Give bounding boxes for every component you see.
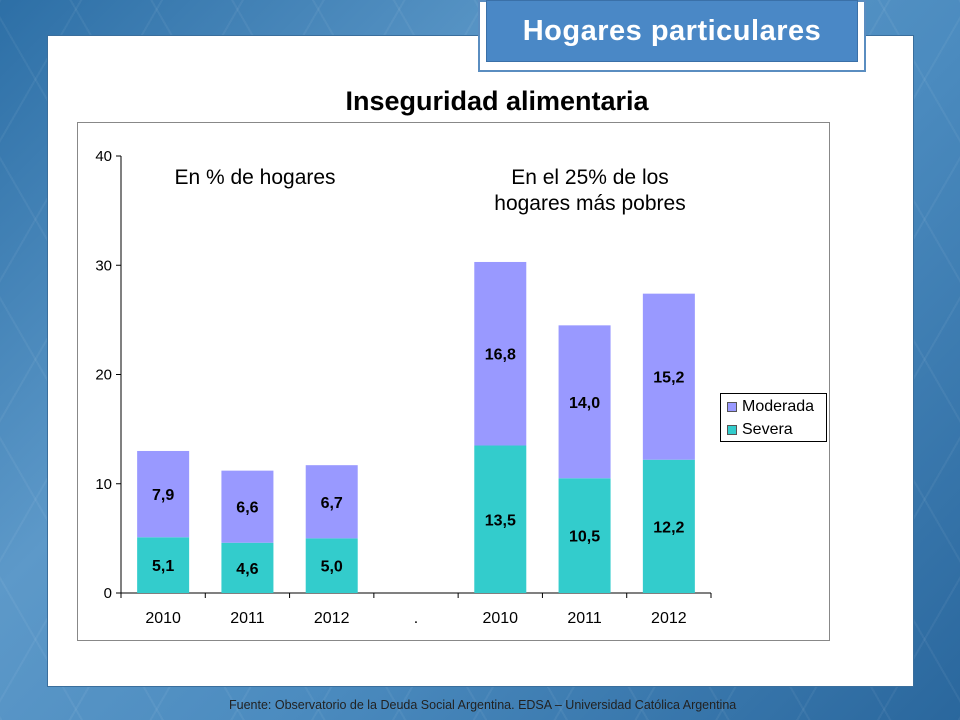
legend-label-moderada: Moderada: [742, 398, 815, 415]
annotation-right: En el 25% de los hogares más pobres: [470, 165, 710, 217]
source-note: Fuente: Observatorio de la Deuda Social …: [229, 698, 737, 712]
annotation-left: En % de hogares: [160, 165, 350, 191]
legend-item-severa: Severa: [727, 421, 793, 439]
annotation-right-line1: En el 25% de los: [511, 166, 669, 189]
header-badge: Hogares particulares: [478, 0, 866, 72]
legend-swatch-moderada: [727, 402, 737, 412]
annotation-right-line2: hogares más pobres: [494, 192, 686, 215]
legend: Moderada Severa: [720, 393, 827, 442]
legend-label-severa: Severa: [742, 421, 793, 438]
chart-title: Inseguridad alimentaria: [345, 86, 649, 116]
legend-item-moderada: Moderada: [727, 398, 814, 416]
annotation-left-text: En % de hogares: [174, 166, 336, 189]
plot-area: [77, 122, 830, 641]
header-badge-fill: Hogares particulares: [486, 0, 858, 62]
legend-swatch-severa: [727, 425, 737, 435]
header-title: Hogares particulares: [522, 14, 822, 47]
